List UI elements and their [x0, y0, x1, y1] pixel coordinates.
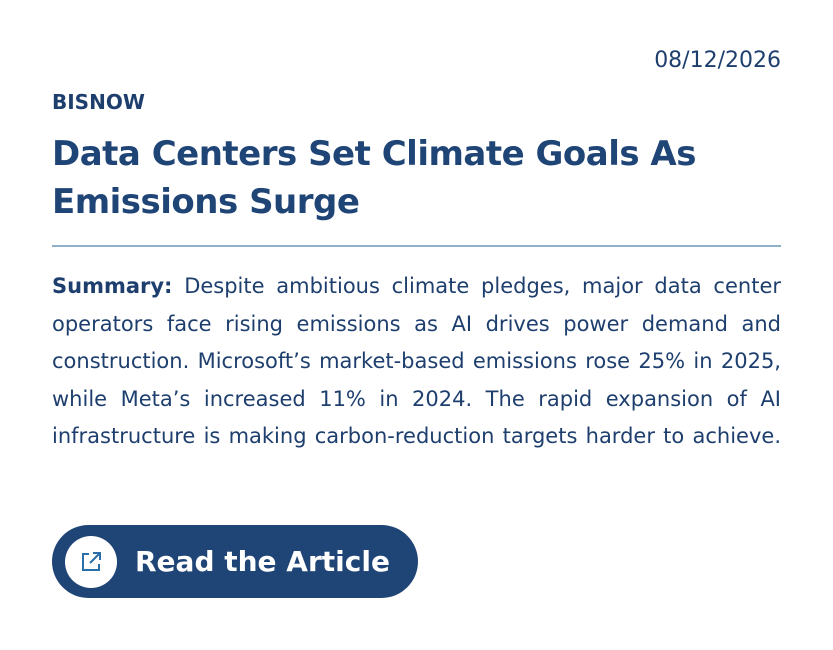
summary: Summary: Despite ambitious climate pledg…: [52, 268, 781, 456]
divider: [52, 245, 781, 247]
button-label: Read the Article: [135, 545, 390, 578]
icon-box: [82, 552, 100, 571]
summary-label: Summary:: [52, 274, 173, 298]
summary-text: Despite ambitious climate pledges, major…: [52, 274, 781, 448]
title: Data Centers Set Climate Goals As Emissi…: [52, 134, 696, 222]
date: 08/12/2026: [654, 48, 781, 73]
external-link-icon: [65, 535, 117, 588]
read-article-button[interactable]: Read the Article: [52, 525, 418, 598]
source: BISNOW: [52, 90, 145, 114]
icon-svg: [82, 551, 101, 571]
icon-arrow: [89, 551, 101, 564]
